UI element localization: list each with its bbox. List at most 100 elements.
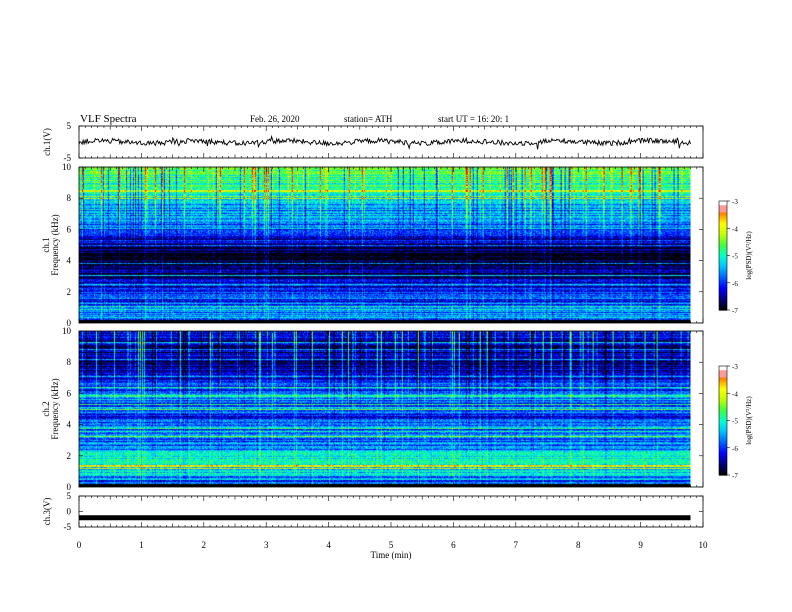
- colorbar-swatch: [719, 449, 727, 452]
- colorbar-swatch: [719, 215, 727, 218]
- colorbar-swatch: [719, 395, 727, 398]
- colorbar-label: log(PSD)(V²/Hz): [745, 396, 753, 445]
- channel-label-ch2: ch.2: [41, 401, 51, 416]
- colorbar-swatch: [719, 444, 727, 447]
- colorbar-swatch: [719, 308, 727, 311]
- colorbar-swatch: [719, 382, 727, 385]
- colorbar-swatch: [719, 264, 727, 267]
- colorbar-swatch: [719, 280, 727, 284]
- colorbar-swatch: [719, 393, 727, 396]
- colorbar-swatch: [719, 284, 727, 287]
- y-tick-label: 0: [67, 482, 72, 492]
- colorbar-swatch: [719, 224, 727, 228]
- colorbar-swatch: [719, 422, 727, 425]
- y-tick-label: 10: [62, 162, 72, 172]
- colorbar-swatch: [719, 230, 727, 233]
- x-tick-label: 8: [576, 540, 581, 550]
- colorbar-tick-label: -7: [732, 307, 738, 315]
- colorbar-swatch: [719, 387, 727, 391]
- colorbar-swatch: [719, 453, 727, 456]
- colorbar-swatch: [719, 389, 727, 393]
- colorbar-swatch: [719, 201, 727, 204]
- colorbar-tick-label: -6: [732, 445, 738, 453]
- colorbar-swatch: [719, 302, 727, 306]
- colorbar-swatch: [719, 400, 727, 403]
- x-tick-label: 2: [202, 540, 207, 550]
- x-tick-label: 7: [514, 540, 519, 550]
- colorbar-swatch: [719, 262, 727, 266]
- x-tick-label: 6: [451, 540, 456, 550]
- colorbar-swatch: [719, 248, 727, 251]
- colorbar-swatch: [719, 471, 727, 474]
- colorbar-swatch: [719, 405, 727, 409]
- colorbar-swatch: [719, 429, 727, 432]
- colorbar-swatch: [719, 270, 727, 273]
- colorbar-swatch: [719, 226, 727, 229]
- colorbar-swatch: [719, 253, 727, 257]
- colorbar-swatch: [719, 257, 727, 260]
- x-tick-label: 3: [264, 540, 269, 550]
- x-tick-label: 4: [326, 540, 331, 550]
- colorbar-tick-label: -4: [732, 225, 738, 233]
- colorbar-tick-label: -4: [732, 390, 738, 398]
- y-axis-label-freq-ch2: Frequency (kHz): [50, 378, 60, 439]
- colorbar-swatch: [719, 435, 727, 438]
- colorbar-swatch: [719, 407, 727, 411]
- colorbar-swatch: [719, 447, 727, 451]
- y-axis-label-ch3: ch.3(V): [42, 498, 52, 526]
- colorbar-swatch: [719, 455, 727, 458]
- colorbar-swatch: [719, 295, 727, 298]
- y-tick-label: -5: [64, 153, 72, 163]
- colorbar-swatch: [719, 396, 727, 400]
- colorbar-swatch: [719, 413, 727, 416]
- colorbar-swatch: [719, 282, 727, 286]
- colorbar-swatch: [719, 271, 727, 275]
- y-tick-label: 6: [67, 388, 72, 398]
- colorbar-swatch: [719, 436, 727, 440]
- colorbar-tick-label: -6: [732, 280, 738, 288]
- start-ut-label: start UT = 16: 20: 1: [438, 114, 510, 124]
- x-tick-label: 5: [389, 540, 394, 550]
- colorbar-swatch: [719, 442, 727, 445]
- channel-label-ch1: ch.1: [41, 237, 51, 252]
- colorbar-swatch: [719, 239, 727, 242]
- colorbar-swatch: [719, 304, 727, 307]
- colorbar-swatch: [719, 242, 727, 246]
- y-axis-label-freq-ch1: Frequency (kHz): [50, 214, 60, 275]
- colorbar-swatch: [719, 273, 727, 277]
- colorbar-swatch: [719, 211, 727, 215]
- colorbar-swatch: [719, 279, 727, 282]
- colorbar-swatch: [719, 465, 727, 469]
- colorbar-ch2: -3 -4 -5 -6 -7 log(PSD)(V²/Hz): [718, 363, 753, 480]
- colorbar-swatch: [719, 250, 727, 253]
- station-label: station= ATH: [344, 114, 393, 124]
- colorbar-swatch: [719, 376, 727, 380]
- colorbar-swatch: [719, 404, 727, 407]
- colorbar-swatch: [719, 402, 727, 405]
- colorbar-swatch: [719, 277, 727, 280]
- colorbar-swatch: [719, 464, 727, 467]
- y-axis-label-ch1: ch.1(V): [42, 128, 52, 156]
- y-tick-label: 4: [67, 256, 72, 266]
- colorbar-swatch: [719, 293, 727, 297]
- colorbar-swatch: [719, 460, 727, 463]
- colorbar-swatch: [719, 260, 727, 264]
- colorbar-swatch: [719, 398, 727, 402]
- colorbar-tick-label: -5: [732, 253, 738, 261]
- colorbar-swatch: [719, 385, 727, 389]
- series-line-ch1: [78, 134, 691, 150]
- spectrogram-image: [79, 331, 691, 487]
- colorbar-swatch: [719, 228, 727, 231]
- colorbar-swatch: [719, 275, 727, 278]
- colorbar-swatch: [719, 425, 727, 429]
- colorbar-swatch: [719, 420, 727, 423]
- colorbar-swatch: [719, 451, 727, 454]
- colorbar-swatch: [719, 373, 727, 376]
- x-tick-label: 10: [699, 540, 709, 550]
- colorbar-swatch: [719, 244, 727, 248]
- colorbar-swatch: [719, 378, 727, 382]
- colorbar-swatch: [719, 458, 727, 462]
- colorbar-swatch: [719, 299, 727, 302]
- colorbar-swatch: [719, 237, 727, 240]
